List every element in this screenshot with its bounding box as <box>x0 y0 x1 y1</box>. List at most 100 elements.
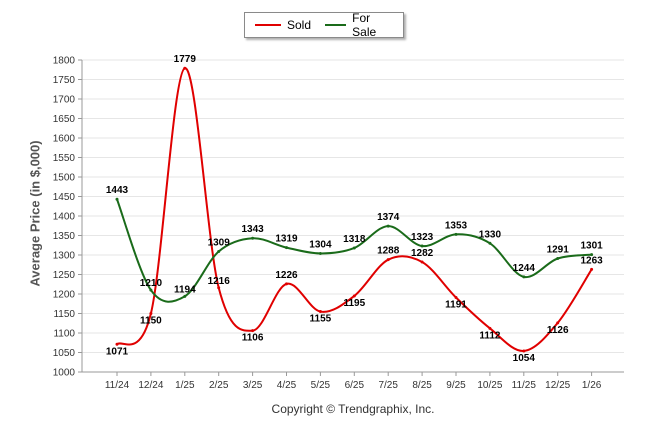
data-label-sold: 1155 <box>310 314 332 325</box>
data-label-sold: 1282 <box>411 248 434 259</box>
data-label-for-sale: 1309 <box>208 237 231 248</box>
data-point-sold <box>115 342 119 346</box>
data-point-sold <box>183 66 187 70</box>
data-label-sold: 1112 <box>479 330 501 341</box>
data-label-for-sale: 1374 <box>377 212 400 223</box>
y-tick-label: 1300 <box>53 251 76 262</box>
data-labels: 1071 1150 1779 1216 1106 1226 1155 1195 1288 1282… <box>106 54 603 364</box>
data-point-sold <box>251 329 255 333</box>
x-tick-label: 12/25 <box>545 380 570 391</box>
x-tick-label: 4/25 <box>277 380 297 391</box>
legend: Sold For Sale <box>244 11 404 39</box>
data-label-sold: 1195 <box>343 298 365 309</box>
data-point-for-sale <box>488 241 492 245</box>
data-label-sold: 1263 <box>580 255 603 266</box>
data-label-for-sale: 1291 <box>547 245 570 256</box>
legend-item-sold[interactable]: Sold <box>255 18 311 32</box>
data-label-for-sale: 1194 <box>174 284 196 295</box>
data-label-sold: 1216 <box>208 276 231 287</box>
data-point-sold <box>217 286 221 290</box>
data-point-for-sale <box>217 249 221 253</box>
x-tick-label: 3/25 <box>243 380 263 391</box>
data-point-sold <box>149 312 153 315</box>
y-tick-label: 1250 <box>53 270 76 281</box>
data-label-sold: 1191 <box>445 300 467 311</box>
data-point-sold <box>522 349 526 353</box>
legend-item-for-sale[interactable]: For Sale <box>325 11 389 39</box>
y-tick-label: 1650 <box>53 114 76 125</box>
series-lines <box>115 66 594 353</box>
y-tick-label: 1750 <box>53 75 76 86</box>
data-label-for-sale: 1319 <box>275 234 298 245</box>
data-label-for-sale: 1301 <box>580 241 603 252</box>
data-point-sold <box>454 296 458 300</box>
y-tick-label: 1200 <box>53 290 76 301</box>
data-label-for-sale: 1343 <box>241 224 264 235</box>
axes: 1000 1050 1100 1150 1200 1250 1300 1350 1400 1450… <box>53 56 624 391</box>
data-label-sold: 1126 <box>547 325 569 336</box>
y-tick-label: 1800 <box>53 56 76 67</box>
data-label-sold: 1226 <box>275 270 298 281</box>
copyright-credit: Copyright © Trendgraphix, Inc. <box>271 402 435 416</box>
x-tick-label: 8/25 <box>412 380 432 391</box>
y-tick-label: 1000 <box>53 368 76 379</box>
y-tick-label: 1150 <box>53 309 75 320</box>
y-tick-label: 1100 <box>53 329 75 340</box>
data-point-for-sale <box>522 275 526 279</box>
x-tick-label: 12/24 <box>138 380 163 391</box>
x-tick-label: 2/25 <box>209 380 229 391</box>
y-axis-title: Average Price (in $,000) <box>27 140 43 287</box>
data-label-sold: 1150 <box>140 316 162 327</box>
data-point-for-sale <box>352 246 356 250</box>
legend-swatch-sold <box>255 24 281 26</box>
data-point-for-sale <box>115 197 119 201</box>
x-tick-label: 6/25 <box>345 380 365 391</box>
data-point-sold <box>318 310 322 314</box>
data-label-sold: 1779 <box>174 54 197 65</box>
data-label-for-sale: 1210 <box>140 278 163 289</box>
data-point-sold <box>352 294 356 298</box>
x-tick-label: 1/25 <box>175 380 195 391</box>
x-tick-label: 11/24 <box>105 380 130 391</box>
data-point-sold <box>285 282 288 286</box>
y-tick-label: 1700 <box>53 95 76 106</box>
data-point-for-sale <box>454 232 458 236</box>
data-point-for-sale <box>556 257 560 261</box>
data-label-sold: 1106 <box>242 333 264 344</box>
data-point-for-sale <box>318 251 322 255</box>
y-tick-label: 1050 <box>53 348 76 359</box>
data-label-for-sale: 1318 <box>343 234 366 245</box>
data-label-for-sale: 1304 <box>309 239 332 250</box>
x-tick-label: 11/25 <box>512 380 537 391</box>
x-tick-label: 7/25 <box>378 380 398 391</box>
x-tick-label: 5/25 <box>311 380 331 391</box>
x-tick-label: 9/25 <box>446 380 466 391</box>
legend-label-sold: Sold <box>287 18 312 32</box>
data-label-for-sale: 1353 <box>445 220 468 231</box>
data-point-for-sale <box>251 236 255 240</box>
data-label-sold: 1288 <box>377 246 400 257</box>
data-label-for-sale: 1244 <box>513 263 536 274</box>
x-tick-label: 1/26 <box>582 380 602 391</box>
y-tick-label: 1500 <box>53 173 76 184</box>
data-point-sold <box>386 258 390 262</box>
data-point-sold <box>488 326 492 330</box>
data-label-for-sale: 1443 <box>106 185 129 196</box>
data-label-sold: 1054 <box>513 353 536 364</box>
x-tick-label: 10/25 <box>477 380 502 391</box>
data-point-for-sale <box>420 244 424 248</box>
data-point-for-sale <box>285 246 288 250</box>
y-tick-label: 1350 <box>53 231 76 242</box>
legend-swatch-for-sale <box>325 24 347 26</box>
y-tick-label: 1450 <box>53 192 76 203</box>
data-point-sold <box>590 267 594 271</box>
legend-label-for-sale: For Sale <box>352 11 377 39</box>
y-tick-label: 1550 <box>53 153 76 164</box>
data-point-sold <box>556 321 560 325</box>
data-point-for-sale <box>149 288 153 292</box>
data-point-for-sale <box>386 224 390 228</box>
data-point-for-sale <box>183 294 187 298</box>
y-tick-label: 1400 <box>53 212 76 223</box>
gridlines <box>82 59 624 373</box>
